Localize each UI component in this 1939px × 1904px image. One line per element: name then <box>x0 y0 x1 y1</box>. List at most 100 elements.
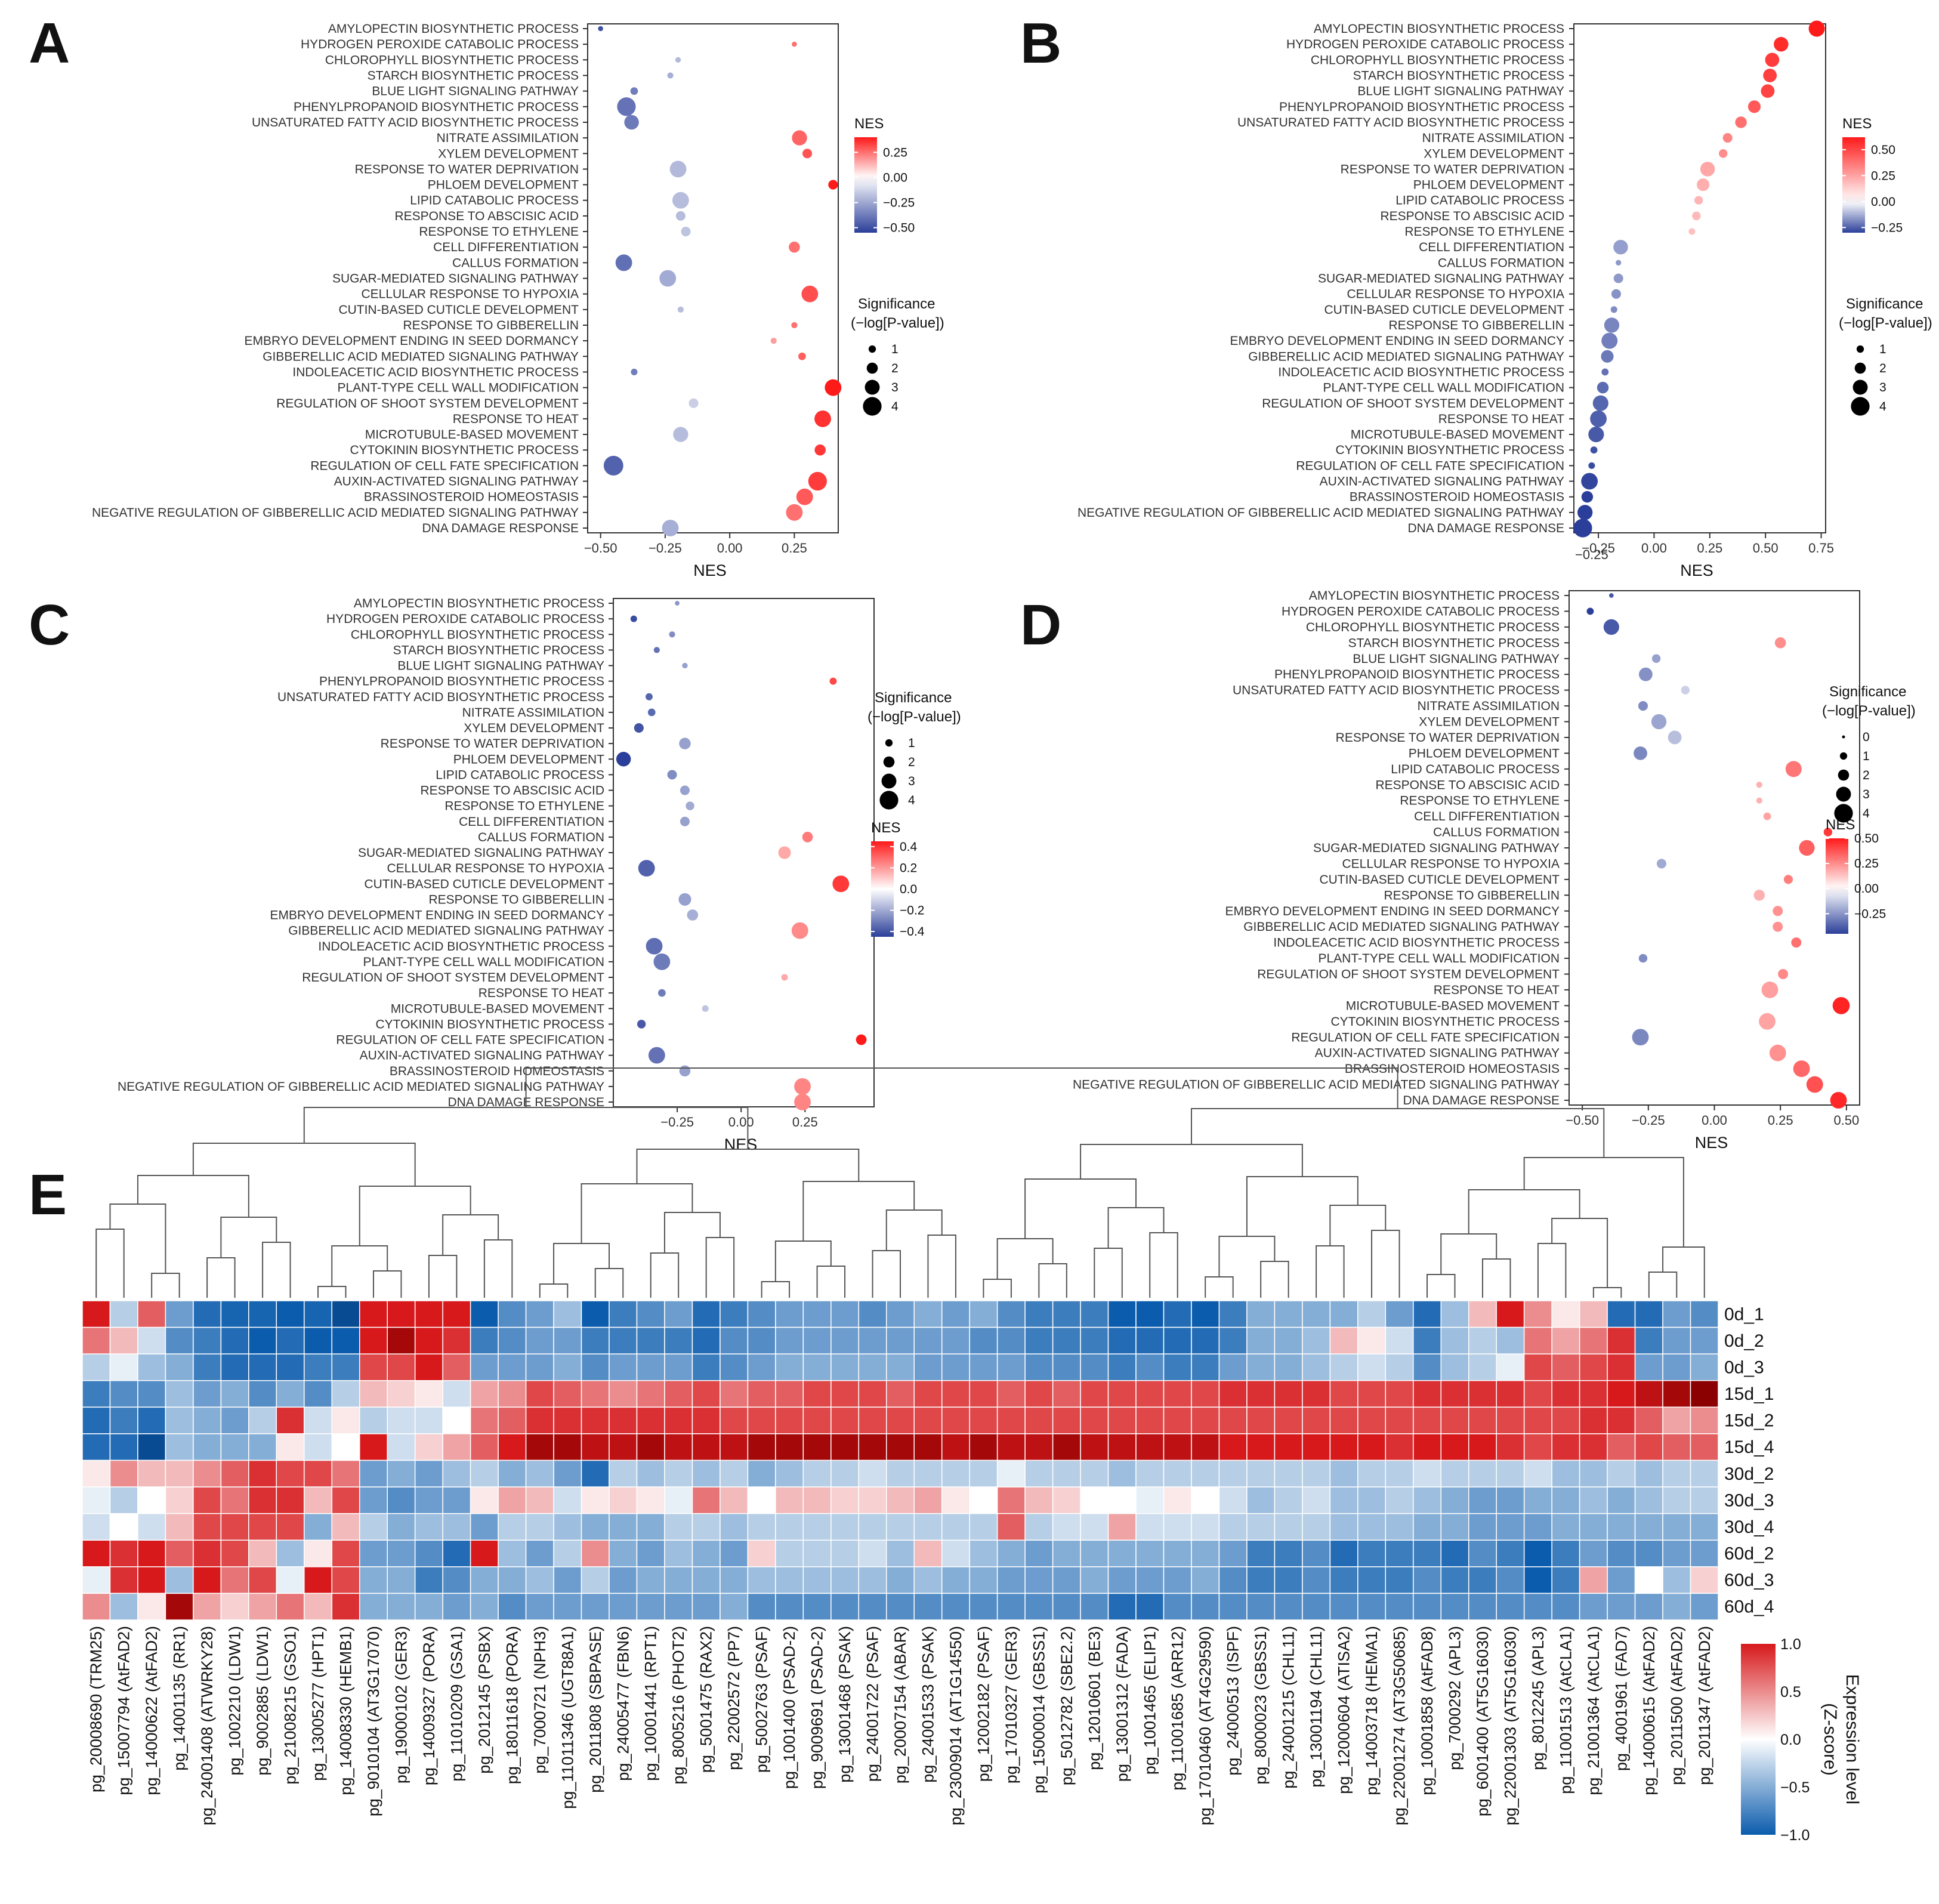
heatmap-cell <box>636 1380 665 1408</box>
size-legend-label: 1 <box>1879 342 1886 356</box>
x-tick-label: 0.25 <box>1768 1113 1793 1128</box>
heatmap-cell <box>331 1300 360 1328</box>
heatmap-cell <box>387 1300 416 1328</box>
term-label: REGULATION OF SHOOT SYSTEM DEVELOPMENT <box>1257 968 1560 982</box>
heatmap-cell <box>1329 1433 1358 1461</box>
term-label: NITRATE ASSIMILATION <box>462 706 604 720</box>
gene-label: pg_9002885 (LDW1) <box>254 1626 271 1776</box>
heatmap-cell <box>1302 1566 1331 1594</box>
term-label: PLANT-TYPE CELL WALL MODIFICATION <box>363 955 604 969</box>
x-tick-label: 0.00 <box>1641 541 1667 556</box>
heatmap-cell <box>1163 1353 1192 1381</box>
heatmap-cell <box>720 1300 749 1328</box>
heatmap-cell <box>470 1486 499 1514</box>
heatmap-cell <box>165 1566 194 1594</box>
heatmap-cell <box>636 1353 665 1381</box>
heatmap-cell <box>553 1433 582 1461</box>
heatmap-cell <box>304 1353 333 1381</box>
heatmap-cell <box>1080 1593 1109 1621</box>
heatmap-cell <box>747 1593 776 1621</box>
heatmap-cell <box>304 1513 333 1541</box>
color-legend-label: 0.50 <box>1854 832 1879 845</box>
x-axis-title: NES <box>1695 1134 1728 1152</box>
term-label: CALLUS FORMATION <box>452 256 579 270</box>
heatmap-cell <box>802 1433 832 1461</box>
heatmap-cell <box>1690 1406 1719 1434</box>
heatmap-cell <box>1302 1459 1331 1488</box>
x-tick-label: 0.25 <box>782 541 807 556</box>
heatmap-cell <box>1107 1326 1137 1354</box>
heatmap-cell <box>886 1300 915 1328</box>
heatmap-cell <box>1468 1513 1497 1541</box>
heatmap-cell <box>137 1326 166 1354</box>
heatmap-cell <box>581 1486 610 1514</box>
heatmap-cell <box>1579 1300 1608 1328</box>
heatmap-cell <box>1218 1433 1248 1461</box>
gene-label: pg_22002572 (PP7) <box>725 1626 743 1770</box>
heatmap-cell <box>913 1593 943 1621</box>
heatmap-cell <box>1385 1593 1414 1621</box>
heatmap-cell <box>304 1300 333 1328</box>
heatmap-cell <box>1662 1380 1691 1408</box>
heatmap-cell <box>1523 1539 1552 1567</box>
nes-dot <box>631 368 638 375</box>
heatmap-cell <box>886 1486 915 1514</box>
heatmap-cell <box>304 1459 333 1488</box>
x-tick-label: 0.25 <box>792 1115 818 1130</box>
size-legend-dot <box>1842 735 1845 739</box>
heatmap-cell <box>248 1406 277 1434</box>
heatmap-cell <box>969 1513 998 1541</box>
heatmap-cell <box>1024 1433 1054 1461</box>
heatmap-cell <box>1690 1539 1719 1567</box>
heatmap-cell <box>996 1593 1026 1621</box>
heatmap-cell <box>1107 1300 1137 1328</box>
nes-dot <box>1597 381 1609 394</box>
nes-dot <box>802 831 813 843</box>
heatmap-cell <box>248 1486 277 1514</box>
heatmap-cell <box>996 1380 1026 1408</box>
sample-label: 30d_4 <box>1724 1517 1774 1537</box>
heatmap-cell <box>830 1300 860 1328</box>
term-label: BLUE LIGHT SIGNALING PATHWAY <box>397 659 604 673</box>
size-legend-label: 3 <box>908 774 915 788</box>
term-label: SUGAR-MEDIATED SIGNALING PATHWAY <box>1313 841 1560 855</box>
x-tick-label: 0.00 <box>728 1115 754 1130</box>
heatmap-cell <box>775 1300 804 1328</box>
x-tick-label: −0.25 <box>1582 541 1615 556</box>
heatmap-cell <box>193 1566 222 1594</box>
heatmap-cell <box>1329 1513 1358 1541</box>
heatmap-cell <box>1329 1406 1358 1434</box>
heatmap-cell <box>1468 1300 1497 1328</box>
term-label: RESPONSE TO ABSCISIC ACID <box>395 209 579 223</box>
heatmap-cell <box>581 1513 610 1541</box>
heatmap-cell <box>913 1566 943 1594</box>
heatmap-cell <box>1579 1380 1608 1408</box>
heatmap-cell <box>1634 1486 1663 1514</box>
heatmap-cell <box>1274 1539 1303 1567</box>
heatmap-cell <box>82 1539 111 1567</box>
heatmap-cell <box>941 1513 970 1541</box>
x-tick-label: 0.25 <box>1697 541 1722 556</box>
heatmap-cell <box>636 1486 665 1514</box>
heatmap-cell <box>1551 1300 1580 1328</box>
heatmap-cell <box>1551 1406 1580 1434</box>
heatmap-cell <box>996 1406 1026 1434</box>
term-label: NEGATIVE REGULATION OF GIBBERELLIC ACID … <box>92 506 579 520</box>
term-label: EMBRYO DEVELOPMENT ENDING IN SEED DORMAN… <box>1225 905 1560 918</box>
heatmap-cell <box>1163 1566 1192 1594</box>
heatmap-cell <box>747 1566 776 1594</box>
nes-dot <box>615 254 632 271</box>
heatmap-cell <box>1107 1539 1137 1567</box>
heatmap-cell <box>193 1459 222 1488</box>
term-label: LIPID CATABOLIC PROCESS <box>436 768 604 782</box>
heatmap-cell <box>886 1326 915 1354</box>
nes-dot <box>1761 84 1775 98</box>
heatmap-cell <box>304 1539 333 1567</box>
heatmap-cell <box>442 1593 471 1621</box>
heatmap-cell <box>553 1326 582 1354</box>
color-legend-label: 0.50 <box>1871 143 1895 157</box>
heatmap-cell <box>886 1513 915 1541</box>
heatmap-cell <box>331 1486 360 1514</box>
heatmap-cell <box>1385 1459 1414 1488</box>
heatmap-cell <box>498 1353 527 1381</box>
